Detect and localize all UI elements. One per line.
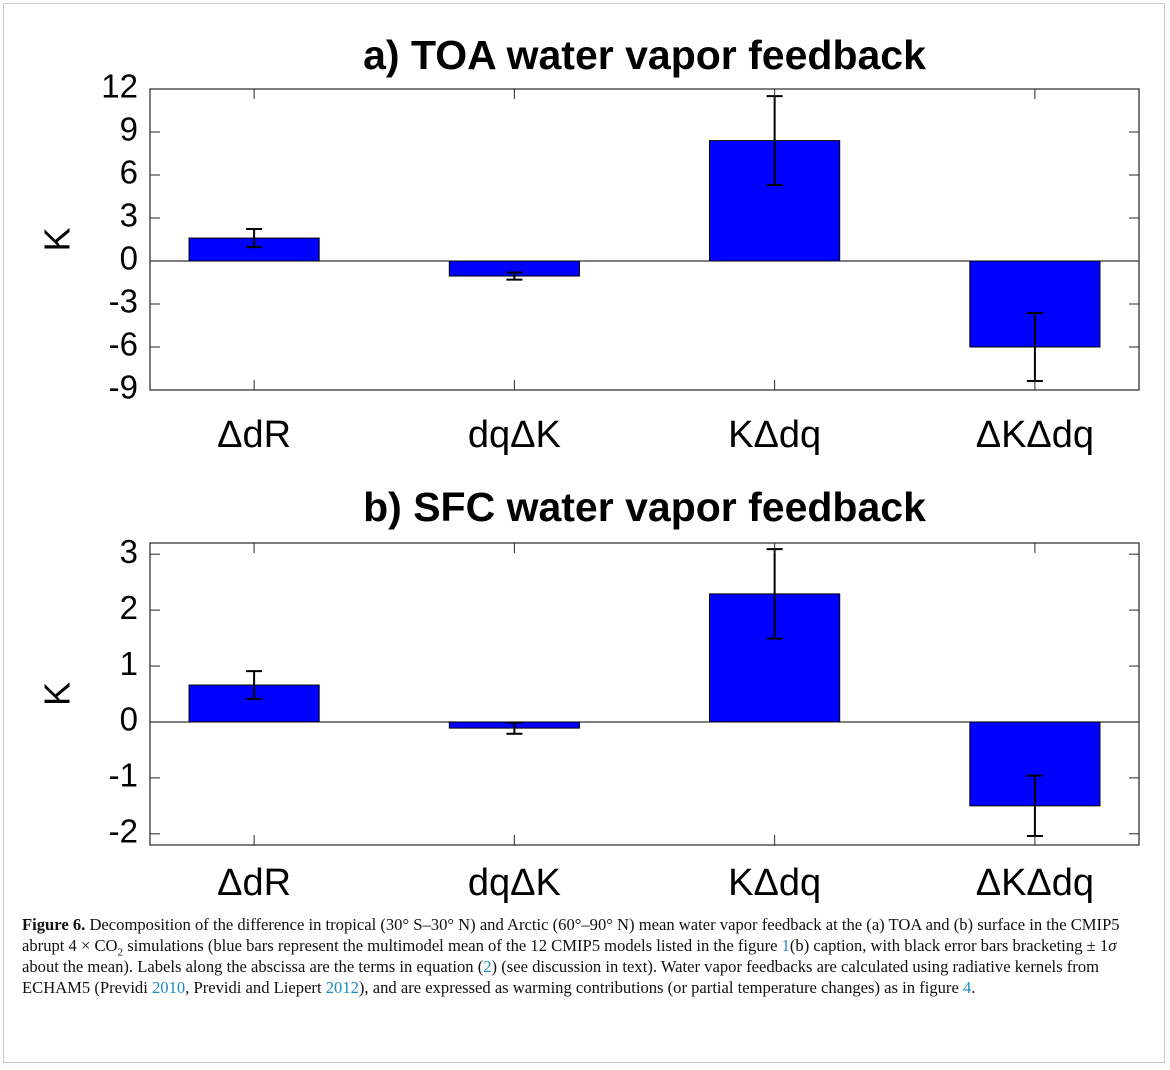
y-axis-label: K [37, 682, 78, 706]
y-tick-label: 2 [120, 589, 138, 626]
caption-text: simulations (blue bars represent the mul… [123, 936, 782, 955]
y-axis-label: K [37, 227, 78, 251]
y-tick-label: 6 [120, 154, 138, 191]
y-tick-label: 3 [120, 533, 138, 570]
x-tick-label: ΔdR [217, 862, 291, 904]
y-tick-label: 9 [120, 111, 138, 148]
x-tick-label: KΔdq [728, 414, 821, 456]
caption-sub: 2 [117, 946, 124, 959]
plot-frame [149, 88, 1140, 391]
plot-frame [149, 542, 1140, 846]
y-tick-label: -1 [109, 757, 138, 794]
x-tick-label: ΔKΔdq [976, 414, 1094, 456]
caption-label: Figure 6. [22, 915, 86, 934]
y-tick-label: -6 [109, 326, 138, 363]
caption-text: Decomposition of the difference in tropi… [22, 915, 1120, 955]
chart-title: a) TOA water vapor feedback [363, 32, 926, 78]
caption-link[interactable]: 1 [781, 936, 790, 955]
y-tick-label: 0 [120, 701, 138, 738]
y-tick-label: 1 [120, 645, 138, 682]
caption: Figure 6. Decomposition of the differenc… [22, 914, 1150, 998]
caption-text: about the mean). Labels along the abscis… [22, 957, 484, 976]
chart-title: b) SFC water vapor feedback [363, 484, 926, 530]
x-tick-label: dqΔK [468, 414, 561, 456]
caption-symbol: σ [1108, 936, 1117, 955]
y-tick-label: 12 [101, 68, 138, 105]
caption-text: (b) caption, with black error bars brack… [789, 936, 1109, 955]
caption-text: , Previdi and Liepert [185, 978, 326, 997]
x-tick-label: dqΔK [468, 862, 561, 904]
caption-link[interactable]: 4 [962, 978, 972, 997]
caption-text: ) (see discussion in text). Water vapor … [22, 957, 1100, 997]
caption-link[interactable]: 2 [483, 957, 492, 976]
y-tick-label: -9 [109, 369, 138, 406]
x-tick-label: ΔdR [217, 414, 291, 456]
caption-text: . [971, 978, 976, 997]
x-tick-label: KΔdq [728, 862, 821, 904]
caption-text: ), and are expressed as warming contribu… [358, 978, 963, 997]
y-tick-label: 0 [120, 240, 138, 277]
y-tick-label: -3 [109, 283, 138, 320]
charts: a) TOA water vapor feedbackK-9-6-3036912… [37, 32, 1140, 904]
y-tick-label: 3 [120, 197, 138, 234]
caption-link[interactable]: 2012 [325, 978, 359, 997]
figure-frame [3, 3, 1165, 1063]
x-tick-label: ΔKΔdq [976, 862, 1094, 904]
y-tick-label: -2 [109, 813, 138, 850]
caption-link[interactable]: 2010 [151, 978, 186, 997]
